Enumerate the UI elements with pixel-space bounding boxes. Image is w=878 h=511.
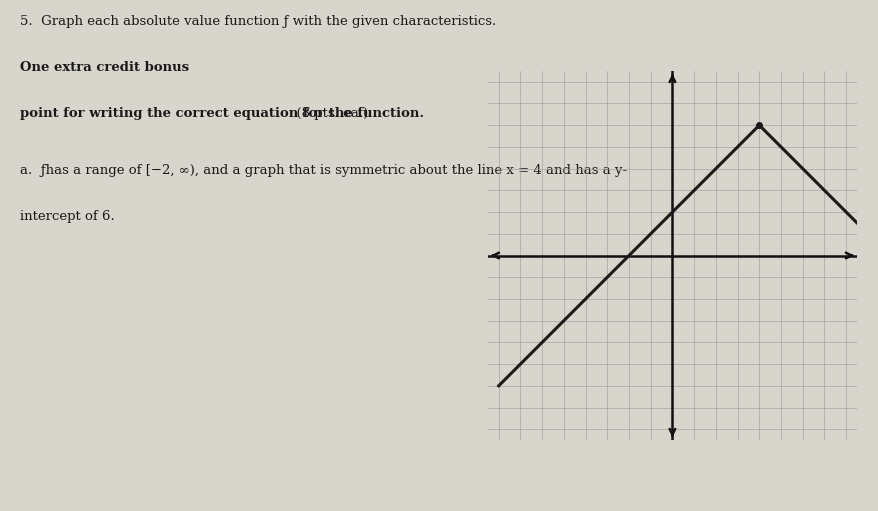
Text: a.  ƒhas a range of [−2, ∞), and a graph that is symmetric about the line x = 4 : a. ƒhas a range of [−2, ∞), and a graph … [19,164,626,176]
Text: (8 pts. ea.): (8 pts. ea.) [287,107,368,120]
Text: point for writing the correct equation for the function.: point for writing the correct equation f… [19,107,423,120]
Text: intercept of 6.: intercept of 6. [19,210,114,222]
Text: 5.  Graph each absolute value function ƒ with the given characteristics.: 5. Graph each absolute value function ƒ … [19,15,504,28]
Text: One extra credit bonus: One extra credit bonus [19,61,189,74]
